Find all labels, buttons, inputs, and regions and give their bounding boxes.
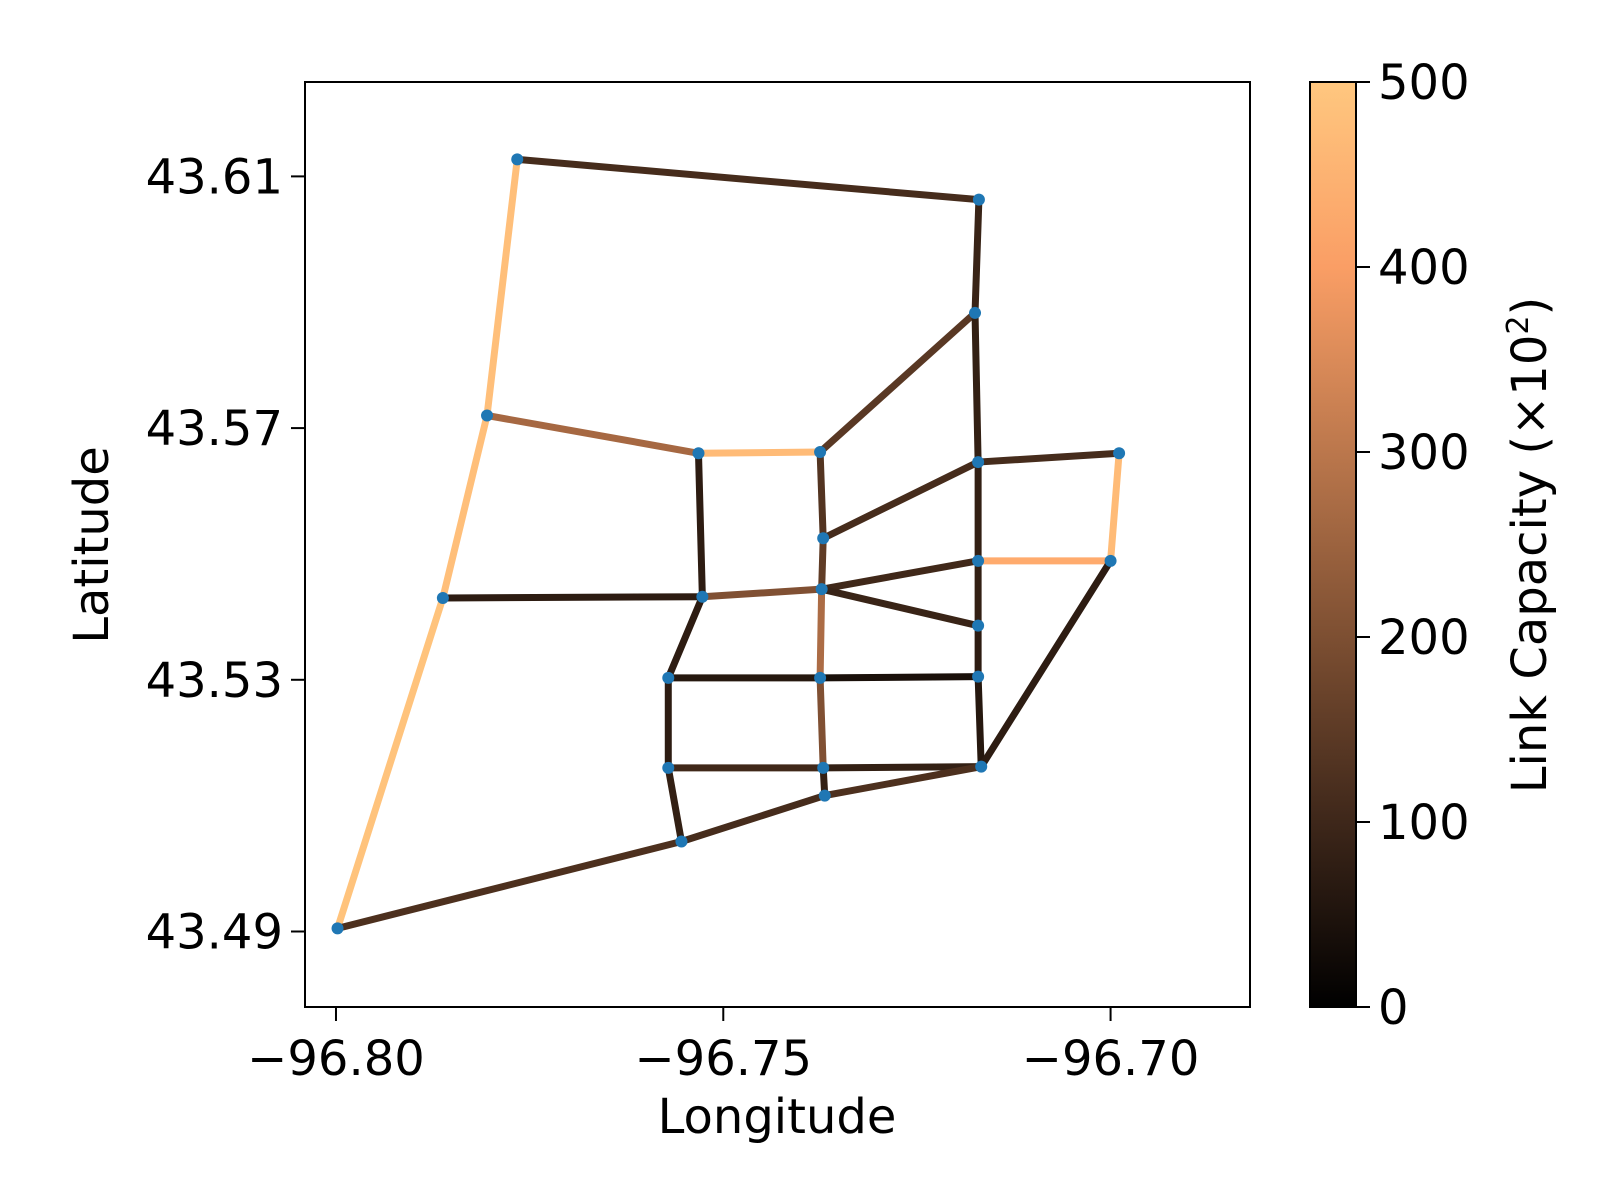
- link-17-20: [816, 674, 827, 772]
- link-23-22: [677, 792, 829, 846]
- y-axis-label: Latitude: [64, 446, 120, 644]
- colorbar-tick-label: 200: [1378, 610, 1470, 666]
- colorbar-tick-label: 100: [1378, 795, 1470, 851]
- link-24-23: [334, 838, 685, 932]
- link-6-3: [816, 309, 979, 456]
- node-7: [972, 456, 985, 469]
- link-7-8: [974, 449, 1123, 466]
- link-20-21: [819, 763, 985, 772]
- link-7-9: [819, 458, 982, 542]
- colorbar-tick-label: 0: [1378, 980, 1409, 1036]
- node-2: [972, 193, 985, 206]
- link-2-3: [971, 196, 983, 317]
- link-14-15: [818, 585, 982, 630]
- node-22: [818, 789, 831, 802]
- colorbar-tick-label: 300: [1378, 425, 1470, 481]
- node-17: [814, 671, 827, 684]
- x-tick-label: −96.75: [634, 1031, 812, 1087]
- colorbar-label-close: ): [1502, 297, 1558, 316]
- node-4: [481, 409, 494, 422]
- node-20: [817, 761, 830, 774]
- node-23: [675, 835, 688, 848]
- node-8: [1113, 447, 1126, 460]
- plot-area: [305, 82, 1250, 1007]
- link-18-21: [974, 673, 985, 771]
- link-1-4: [483, 155, 521, 420]
- node-15: [972, 619, 985, 632]
- colorbar: [1310, 82, 1356, 1007]
- plot-frame: [304, 81, 1251, 1008]
- colorbar-label-text: Link Capacity (×10: [1502, 335, 1558, 794]
- link-13-14: [698, 585, 826, 601]
- y-tick-label: 43.53: [146, 653, 283, 709]
- node-16: [662, 671, 675, 684]
- link-14-17: [816, 585, 826, 682]
- node-13: [696, 590, 709, 603]
- node-10: [972, 554, 985, 567]
- link-6-9: [816, 448, 827, 542]
- x-tick-label: −96.80: [247, 1031, 425, 1087]
- node-19: [662, 761, 675, 774]
- node-6: [814, 446, 827, 458]
- colorbar-frame: [1309, 81, 1357, 1008]
- link-9-14: [818, 534, 827, 593]
- node-9: [817, 532, 830, 545]
- node-18: [972, 670, 985, 683]
- link-13-16: [664, 593, 706, 682]
- y-tick-label: 43.49: [146, 904, 283, 960]
- y-tick-label: 43.61: [146, 149, 283, 205]
- y-tick-label: 43.57: [146, 401, 283, 457]
- link-22-21: [821, 763, 985, 800]
- colorbar-tick-label: 500: [1378, 55, 1470, 111]
- node-1: [511, 153, 524, 166]
- link-19-23: [664, 764, 685, 846]
- y-axis: 43.49 43.53 43.57 43.61: [146, 149, 305, 960]
- link-14-10: [818, 557, 982, 593]
- colorbar-tick-label: 400: [1378, 240, 1470, 296]
- link-4-5: [483, 412, 702, 457]
- colorbar-ticks: 0 100 200 300 400 500: [1356, 55, 1470, 1036]
- node-14: [815, 583, 828, 596]
- link-5-6: [694, 448, 824, 457]
- link-4-12: [439, 412, 491, 602]
- node-11: [1104, 554, 1117, 567]
- node-21: [975, 760, 988, 773]
- link-8-11: [1107, 449, 1123, 565]
- link-1-2: [513, 155, 983, 204]
- x-axis: −96.80 −96.75 −96.70: [247, 1007, 1199, 1087]
- colorbar-label-exponent: 2: [1501, 316, 1536, 335]
- x-axis-label: Longitude: [658, 1089, 897, 1145]
- node-3: [969, 306, 982, 319]
- nodes-layer: [331, 153, 1126, 935]
- colorbar-label: Link Capacity (×102): [1501, 297, 1558, 793]
- links-layer: [334, 155, 1123, 932]
- link-12-13: [439, 593, 706, 602]
- x-tick-label: −96.70: [1022, 1031, 1200, 1087]
- link-12-24: [334, 594, 447, 932]
- link-3-7: [971, 309, 982, 466]
- node-5: [692, 447, 705, 460]
- node-24: [331, 922, 344, 935]
- link-5-13: [694, 449, 706, 601]
- link-11-21: [977, 557, 1115, 771]
- link-17-18: [816, 673, 982, 682]
- node-12: [436, 591, 449, 604]
